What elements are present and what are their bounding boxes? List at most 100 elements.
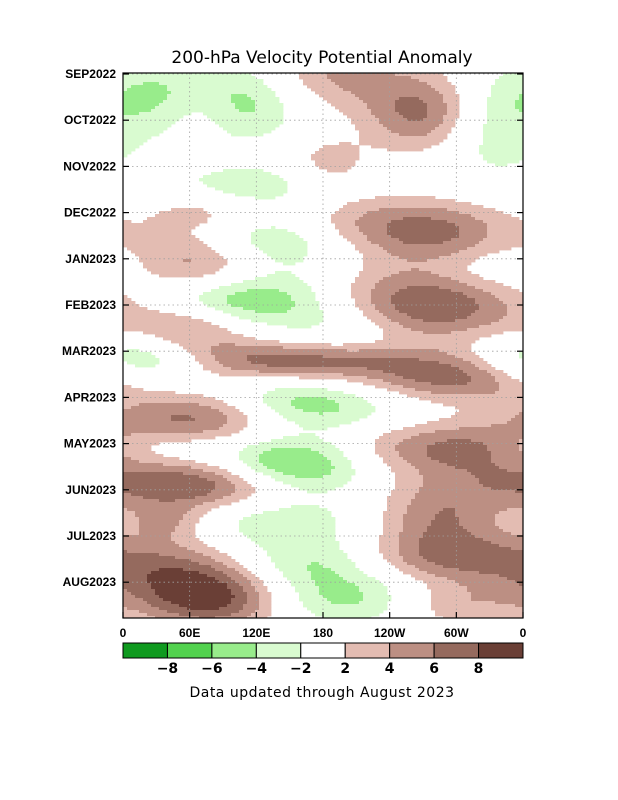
field-cell bbox=[287, 310, 324, 314]
field-cell bbox=[247, 289, 280, 293]
field-cell bbox=[263, 394, 356, 398]
field-cell bbox=[215, 577, 232, 581]
field-cell bbox=[459, 427, 523, 431]
field-cell bbox=[479, 304, 508, 308]
field-cell bbox=[439, 124, 456, 128]
field-cell bbox=[303, 427, 328, 431]
field-cell bbox=[399, 310, 476, 314]
field-cell bbox=[495, 79, 523, 83]
field-cell bbox=[363, 592, 388, 596]
field-cell bbox=[123, 406, 132, 410]
field-cell bbox=[355, 220, 392, 224]
field-cell bbox=[395, 448, 428, 452]
field-cell bbox=[235, 343, 332, 347]
field-cell bbox=[471, 598, 523, 602]
field-cell bbox=[123, 421, 228, 425]
field-cell bbox=[383, 313, 408, 317]
field-cell bbox=[219, 373, 344, 377]
field-cell bbox=[363, 598, 392, 602]
field-cell bbox=[383, 517, 404, 521]
field-cell bbox=[179, 544, 208, 548]
field-cell bbox=[399, 97, 420, 101]
field-cell bbox=[255, 109, 284, 113]
field-cell bbox=[259, 460, 332, 464]
field-cell bbox=[123, 577, 148, 581]
field-cell bbox=[499, 298, 523, 302]
field-cell bbox=[123, 514, 136, 518]
field-cell bbox=[495, 517, 523, 521]
field-cell bbox=[487, 118, 523, 122]
field-cell bbox=[359, 130, 392, 134]
field-cell bbox=[483, 238, 523, 242]
field-cell bbox=[223, 571, 240, 575]
field-cell bbox=[255, 106, 284, 110]
field-cell bbox=[431, 520, 460, 524]
field-cell bbox=[491, 292, 523, 296]
field-cell bbox=[123, 103, 160, 107]
field-cell bbox=[411, 499, 523, 503]
field-cell bbox=[259, 457, 328, 461]
field-cell bbox=[215, 187, 288, 191]
field-cell bbox=[123, 520, 140, 524]
field-cell bbox=[515, 490, 523, 494]
field-cell bbox=[479, 481, 523, 485]
field-cell bbox=[163, 598, 232, 602]
field-cell bbox=[499, 76, 523, 80]
field-cell bbox=[395, 475, 424, 479]
field-cell bbox=[399, 112, 428, 116]
field-cell bbox=[395, 472, 420, 476]
field-cell bbox=[407, 511, 440, 515]
field-cell bbox=[367, 376, 404, 380]
field-cell bbox=[483, 220, 523, 224]
field-cell bbox=[391, 562, 408, 566]
field-cell bbox=[439, 256, 480, 260]
field-cell bbox=[495, 601, 523, 605]
field-cell bbox=[451, 364, 476, 368]
field-cell bbox=[387, 226, 460, 230]
field-cell bbox=[283, 472, 332, 476]
field-cell bbox=[443, 118, 456, 122]
field-cell bbox=[407, 313, 472, 317]
field-cell bbox=[379, 538, 400, 542]
field-cell bbox=[487, 109, 520, 113]
field-cell bbox=[419, 469, 468, 473]
field-cell bbox=[435, 442, 484, 446]
field-cell bbox=[279, 289, 312, 293]
field-cell bbox=[491, 85, 523, 89]
field-cell bbox=[123, 574, 148, 578]
field-cell bbox=[427, 526, 464, 530]
colorbar-swatch bbox=[300, 642, 346, 659]
field-cell bbox=[379, 310, 400, 314]
field-cell bbox=[435, 562, 523, 566]
field-cell bbox=[175, 556, 212, 560]
field-cell bbox=[239, 316, 324, 320]
field-cell bbox=[123, 136, 152, 140]
field-cell bbox=[391, 469, 420, 473]
field-cell bbox=[131, 433, 232, 437]
field-cell bbox=[463, 358, 484, 362]
field-cell bbox=[459, 232, 488, 236]
field-cell bbox=[139, 526, 176, 530]
field-cell bbox=[239, 520, 336, 524]
field-cell bbox=[355, 583, 384, 587]
field-cell bbox=[363, 265, 468, 269]
field-cell bbox=[423, 100, 444, 104]
field-cell bbox=[427, 583, 460, 587]
field-cell bbox=[387, 499, 412, 503]
field-cell bbox=[519, 352, 523, 356]
field-cell bbox=[415, 424, 492, 428]
field-cell bbox=[303, 604, 388, 608]
field-cell bbox=[139, 112, 192, 116]
field-cell bbox=[439, 418, 512, 422]
field-cell bbox=[175, 499, 216, 503]
field-cell bbox=[231, 592, 248, 596]
field-cell bbox=[455, 355, 480, 359]
field-cell bbox=[359, 271, 400, 275]
field-cell bbox=[251, 583, 264, 587]
field-cell bbox=[383, 511, 408, 515]
field-cell bbox=[351, 91, 440, 95]
field-cell bbox=[459, 523, 496, 527]
field-cell bbox=[363, 382, 392, 386]
field-cell bbox=[431, 601, 496, 605]
field-cell bbox=[411, 436, 523, 440]
